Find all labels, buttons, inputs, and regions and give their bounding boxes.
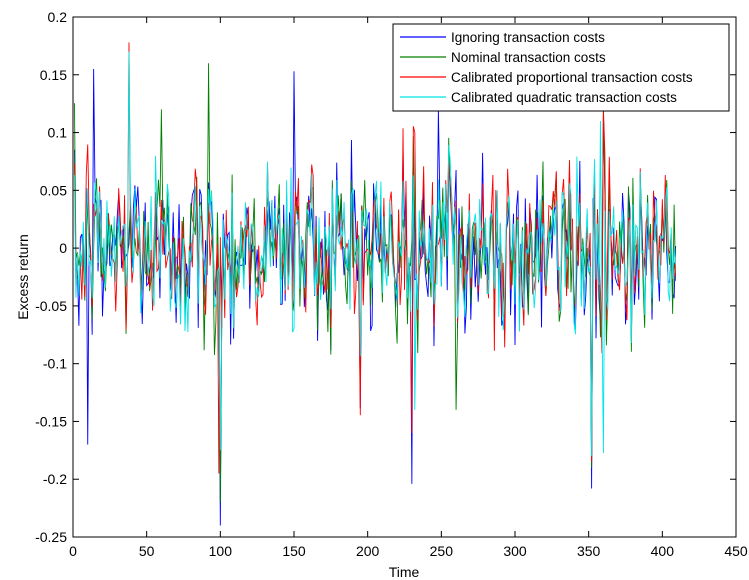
y-tick-label: -0.25: [35, 529, 67, 545]
y-axis: -0.25 -0.2 -0.15 -0.1 -0.05 0 0.05 0.1 0.15 0.2: [35, 9, 736, 545]
legend-label: Nominal transaction costs: [451, 50, 606, 65]
x-tick-label: 400: [651, 543, 675, 559]
x-tick-label: 100: [209, 543, 233, 559]
legend: Ignoring transaction costs Nominal transa…: [392, 23, 730, 112]
y-axis-label: Excess return: [15, 234, 31, 320]
x-tick-label: 0: [69, 543, 77, 559]
x-tick-label: 350: [577, 543, 601, 559]
legend-label: Ignoring transaction costs: [451, 30, 605, 45]
axes-frame: [72, 16, 737, 538]
legend-label: Calibrated quadratic transaction costs: [451, 90, 677, 105]
x-axis-label: Time: [389, 564, 420, 580]
y-tick-label: -0.2: [43, 471, 67, 487]
y-tick-label: -0.1: [43, 356, 67, 372]
y-tick-label: 0.05: [40, 182, 67, 198]
y-tick-label: -0.15: [35, 413, 67, 429]
y-tick-label: 0.1: [48, 125, 68, 141]
x-tick-label: 200: [356, 543, 380, 559]
y-tick-label: 0.2: [48, 9, 68, 25]
x-tick-label: 300: [503, 543, 527, 559]
y-tick-label: 0.15: [40, 67, 67, 83]
x-tick-label: 150: [282, 543, 306, 559]
series-line-4: [74, 51, 677, 457]
x-tick-label: 50: [139, 543, 155, 559]
y-tick-label: 0: [59, 240, 67, 256]
legend-box: [392, 23, 730, 112]
x-tick-label: 250: [430, 543, 454, 559]
series-layer: [74, 42, 677, 526]
legend-label: Calibrated proportional transaction cost…: [451, 70, 693, 85]
y-tick-label: -0.05: [35, 298, 67, 314]
x-tick-label: 450: [724, 543, 748, 559]
x-axis: 0 50 100 150 200 250 300 350 400 450: [69, 17, 748, 559]
